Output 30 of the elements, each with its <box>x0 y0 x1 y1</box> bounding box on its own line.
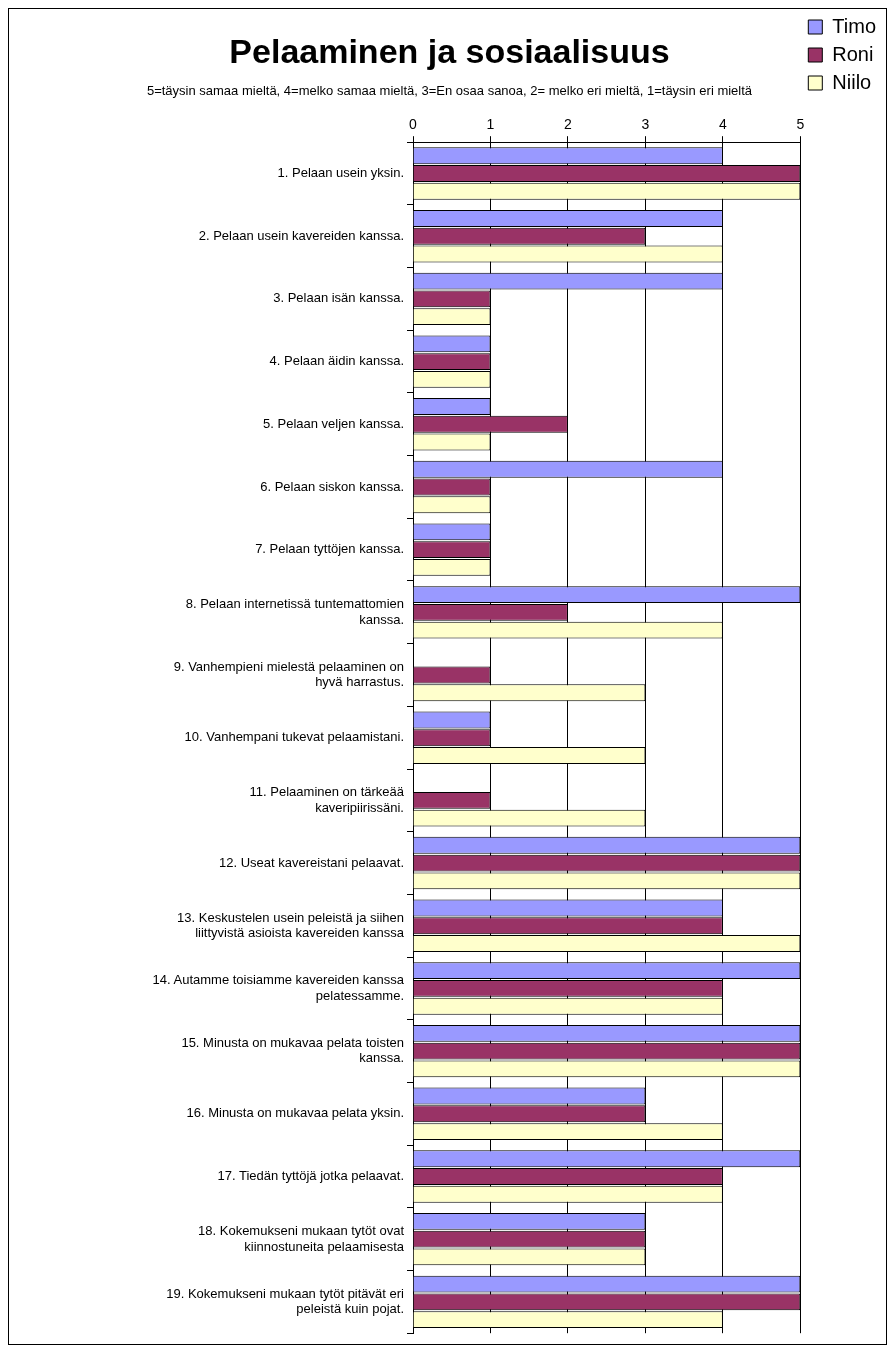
x-tick-label: 0 <box>409 115 418 132</box>
legend-label: Niilo <box>832 70 872 93</box>
y-tick-label: 11. Pelaaminen on tärkeää kaveripiirissäni. <box>249 784 405 815</box>
y-tick-label: 17. Tiedän tyttöjä jotka pelaavat. <box>217 1168 404 1184</box>
chart-title: Pelaaminen ja sosiaalisuus <box>229 31 670 70</box>
y-tick-label: 7. Pelaan tyttöjen kanssa. <box>255 541 404 557</box>
legend-label: Timo <box>832 14 876 37</box>
y-tick-label: 1. Pelaan usein yksin. <box>277 165 404 181</box>
y-tick-label: 14. Autamme toisiamme kavereiden kanssa pelatessamme. <box>152 972 405 1003</box>
y-tick-label: 18. Kokemukseni mukaan tytöt ovat kiinnostuneita pelaamisesta <box>198 1222 405 1254</box>
y-tick-label: 6. Pelaan siskon kanssa. <box>260 478 404 494</box>
y-tick-label: 8. Pelaan internetissä tuntemattomien kanssa. <box>185 596 404 627</box>
y-tick-label: 16. Minusta on mukavaa pelata yksin. <box>186 1105 404 1121</box>
legend-label: Roni <box>832 42 874 65</box>
y-tick-label: 13. Keskustelen usein peleistä ja siihen liittyvistä asioista kavereiden kanssa <box>177 909 405 941</box>
y-tick-label: 4. Pelaan äidin kanssa. <box>269 353 404 369</box>
y-tick-label: 2. Pelaan usein kavereiden kanssa. <box>198 227 404 243</box>
x-tick-label: 4 <box>718 115 727 132</box>
y-tick-label: 15. Minusta on mukavaa pelata toisten kanssa. <box>181 1034 404 1066</box>
x-tick-label: 3 <box>641 115 650 132</box>
y-tick-label: 5. Pelaan veljen kanssa. <box>263 415 404 431</box>
y-tick-label: 9. Vanhempieni mielestä pelaaminen on hyvä harrastus. <box>173 658 404 690</box>
y-tick-label: 3. Pelaan isän kanssa. <box>273 290 404 306</box>
x-tick-label: 2 <box>564 115 573 132</box>
x-tick-label: 1 <box>486 115 495 132</box>
y-tick-label: 19. Kokemukseni mukaan tytöt pitävät eri peleistä kuin pojat. <box>166 1285 405 1317</box>
y-tick-label: 12. Useat kavereistani pelaavat. <box>219 854 404 870</box>
x-tick-label: 5 <box>796 115 805 132</box>
chart-subtitle: 5=täysin samaa mieltä, 4=melko samaa mieltä, 3=En osaa sanoa, 2= melko eri mieltä, 1=täysin eri mieltä <box>146 83 753 99</box>
y-tick-label: 10. Vanhempani tukevat pelaamistani. <box>184 729 404 745</box>
